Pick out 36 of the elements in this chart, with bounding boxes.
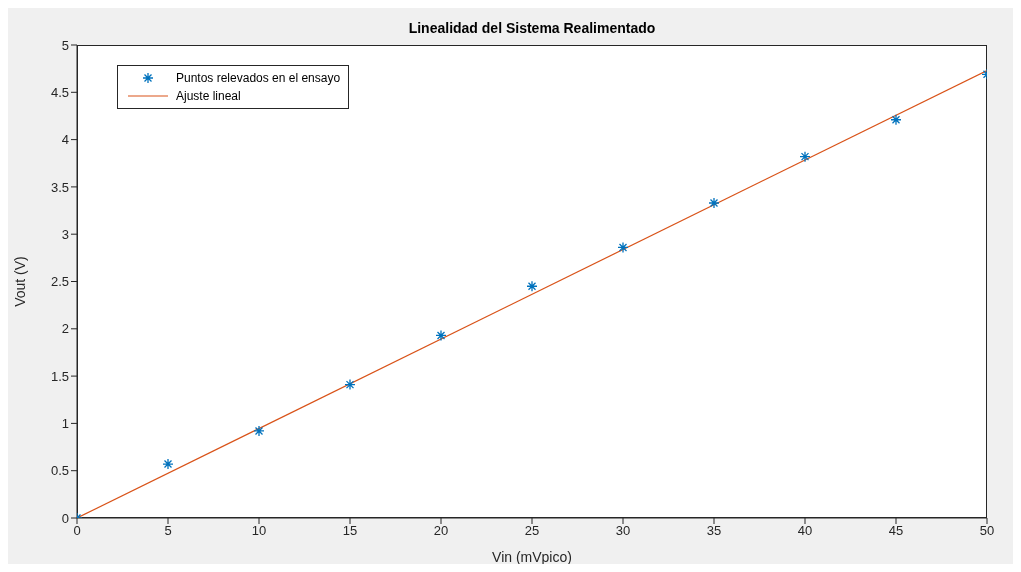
- point: [253, 425, 265, 437]
- x-tick-label: 45: [888, 523, 904, 539]
- chart-title: Linealidad del Sistema Realimentado: [407, 20, 657, 36]
- x-tick-label: 0: [73, 523, 81, 539]
- point: [526, 280, 538, 292]
- x-axis-title: Vin (mVpico): [492, 549, 572, 565]
- y-tick-label: 0: [61, 510, 69, 526]
- point: [344, 378, 356, 391]
- point: [708, 197, 720, 209]
- y-tick-label: 5: [61, 37, 69, 53]
- x-tick-label: 40: [797, 523, 813, 539]
- y-tick-label: 0.5: [50, 463, 69, 479]
- x-tick-label: 30: [615, 523, 631, 539]
- legend-label: Puntos relevados en el ensayo: [176, 71, 341, 85]
- x-tick-label: 5: [164, 523, 172, 539]
- x-tick-label: 10: [251, 523, 267, 539]
- y-tick-label: 1: [61, 416, 69, 432]
- y-tick-label: 1.5: [50, 368, 69, 384]
- x-tick-label: 35: [706, 523, 722, 539]
- x-tick-label: 50: [979, 523, 995, 539]
- point: [435, 329, 447, 342]
- y-tick-label: 4.5: [50, 84, 69, 100]
- point: [162, 458, 174, 470]
- point: [617, 241, 629, 254]
- legend-label: Ajuste lineal: [176, 89, 241, 103]
- point: [799, 150, 811, 163]
- x-tick-label: 20: [433, 523, 449, 539]
- x-tick-label: 15: [342, 523, 358, 539]
- y-tick-label: 2.5: [50, 274, 69, 290]
- x-tick-label: 25: [524, 523, 540, 539]
- y-tick-label: 3.5: [50, 179, 69, 195]
- y-tick-label: 2: [61, 321, 69, 337]
- y-tick-label: 4: [61, 132, 69, 148]
- point: [890, 114, 902, 126]
- y-tick-label: 3: [61, 226, 69, 242]
- y-axis-title: Vout (V): [11, 256, 28, 307]
